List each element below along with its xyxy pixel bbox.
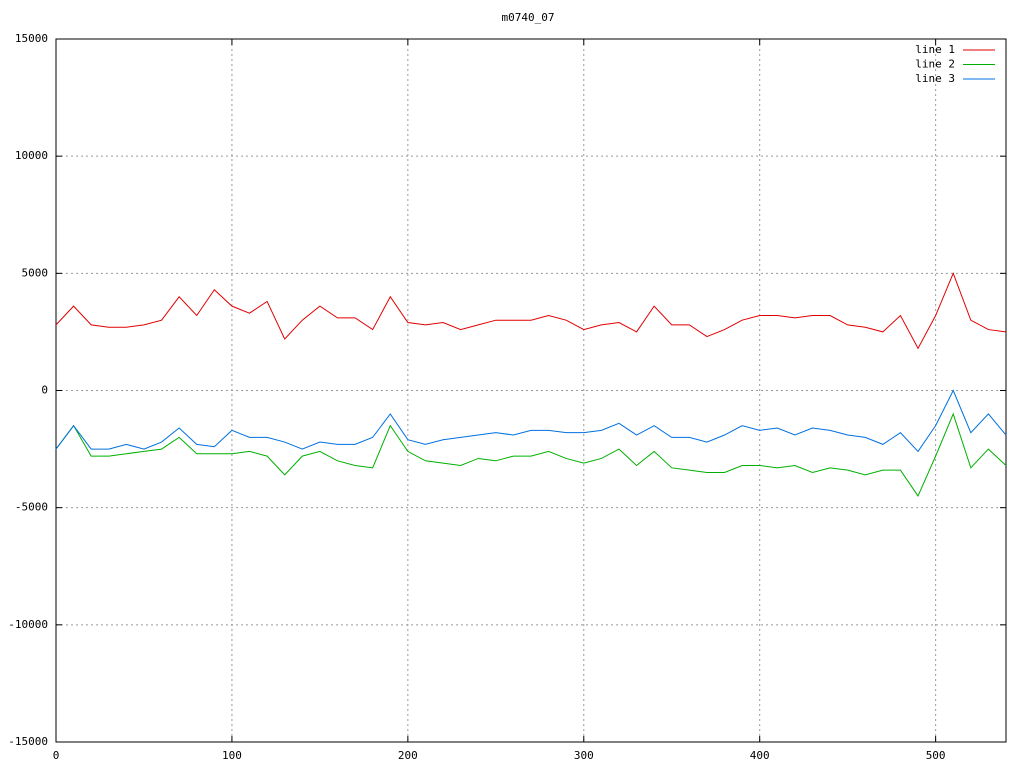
- data-line: [55, 389, 1007, 453]
- x-tick-label: 0: [53, 749, 60, 762]
- y-tick-label: -5000: [15, 501, 48, 514]
- x-tick-label: 400: [750, 749, 770, 762]
- y-tick-label: 0: [41, 384, 48, 397]
- x-tick-label: 100: [222, 749, 242, 762]
- y-tick-label: -10000: [8, 618, 48, 631]
- legend-label: line 3: [915, 72, 955, 85]
- y-tick-label: -15000: [8, 735, 48, 748]
- y-tick-label: 5000: [22, 266, 49, 279]
- y-tick-label: 10000: [15, 149, 48, 162]
- chart-title: m0740_07: [502, 11, 555, 24]
- legend-label: line 1: [915, 43, 955, 56]
- legend-label: line 2: [915, 58, 955, 71]
- x-tick-label: 500: [926, 749, 946, 762]
- data-line: [55, 412, 1007, 497]
- data-line: [55, 271, 1007, 350]
- y-tick-label: 15000: [15, 32, 48, 45]
- x-tick-label: 300: [574, 749, 594, 762]
- plot-frame: [55, 38, 1007, 743]
- x-tick-label: 200: [398, 749, 418, 762]
